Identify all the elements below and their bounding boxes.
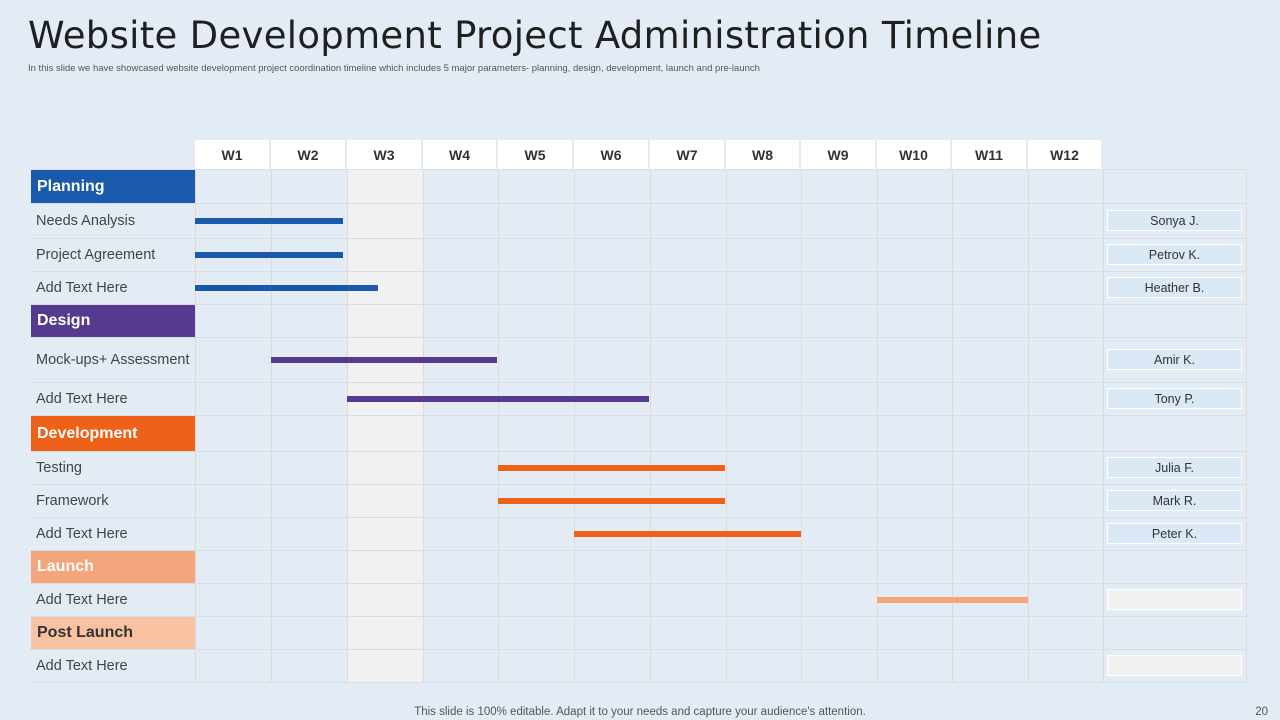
grid-vline bbox=[877, 169, 878, 683]
task-bar[interactable] bbox=[877, 597, 1029, 603]
grid-hline bbox=[31, 616, 1246, 617]
task-label: Needs Analysis bbox=[36, 212, 136, 229]
assignee-box[interactable]: Petrov K. bbox=[1107, 244, 1242, 265]
task-bar[interactable] bbox=[195, 218, 343, 224]
category-planning: Planning bbox=[31, 170, 195, 203]
grid-hline bbox=[31, 304, 1246, 305]
grid-hline bbox=[31, 238, 1246, 239]
week-column-highlight bbox=[347, 169, 423, 683]
task-label: Add Text Here bbox=[36, 591, 128, 608]
task-label: Project Agreement bbox=[36, 246, 156, 263]
week-header-w8: W8 bbox=[726, 140, 799, 169]
assignee-box[interactable] bbox=[1107, 589, 1242, 610]
grid-hline bbox=[31, 583, 1246, 584]
grid-hline bbox=[31, 682, 1246, 683]
task-label: Framework bbox=[36, 492, 109, 509]
task-bar[interactable] bbox=[498, 465, 725, 471]
task-bar[interactable] bbox=[498, 498, 725, 504]
assignee-box[interactable]: Mark R. bbox=[1107, 490, 1242, 511]
task-bar[interactable] bbox=[574, 531, 801, 537]
grid-vline bbox=[498, 169, 499, 683]
grid-vline bbox=[423, 169, 424, 683]
grid-vline bbox=[574, 169, 575, 683]
grid-vline bbox=[347, 169, 348, 683]
task-label: Add Text Here bbox=[36, 525, 128, 542]
task-bar[interactable] bbox=[270, 357, 498, 363]
assignee-box[interactable]: Sonya J. bbox=[1107, 210, 1242, 231]
week-header-w6: W6 bbox=[574, 140, 648, 169]
slide-footer: This slide is 100% editable. Adapt it to… bbox=[414, 706, 866, 718]
grid-hline bbox=[31, 649, 1246, 650]
slide-title: Website Development Project Administrati… bbox=[28, 14, 1042, 57]
task-bar[interactable] bbox=[195, 252, 343, 258]
week-header-w7: W7 bbox=[650, 140, 724, 169]
grid-hline bbox=[31, 203, 1246, 204]
grid-vline bbox=[952, 169, 953, 683]
week-header-w1: W1 bbox=[195, 140, 269, 169]
task-label: Testing bbox=[36, 459, 82, 476]
assignee-box[interactable]: Tony P. bbox=[1107, 388, 1242, 409]
category-design: Design bbox=[31, 305, 195, 337]
grid-vline bbox=[1028, 169, 1029, 683]
grid-hline bbox=[31, 382, 1246, 383]
grid-vline bbox=[1246, 169, 1247, 683]
task-label: Add Text Here bbox=[36, 279, 128, 296]
grid-vline bbox=[726, 169, 727, 683]
assignee-box[interactable]: Amir K. bbox=[1107, 349, 1242, 370]
grid-vline bbox=[801, 169, 802, 683]
grid-hline bbox=[31, 517, 1246, 518]
grid-hline bbox=[31, 550, 1246, 551]
week-header-w2: W2 bbox=[271, 140, 345, 169]
grid-hline bbox=[31, 484, 1246, 485]
category-launch: Launch bbox=[31, 551, 195, 583]
task-bar[interactable] bbox=[346, 396, 650, 402]
grid-hline bbox=[31, 337, 1246, 338]
assignee-box[interactable]: Peter K. bbox=[1107, 523, 1242, 544]
week-header-w11: W11 bbox=[952, 140, 1026, 169]
grid-hline bbox=[31, 415, 1246, 416]
grid-vline bbox=[650, 169, 651, 683]
assignee-box[interactable]: Julia F. bbox=[1107, 457, 1242, 478]
task-bar[interactable] bbox=[195, 285, 379, 291]
grid-vline bbox=[271, 169, 272, 683]
week-header-w10: W10 bbox=[877, 140, 950, 169]
slide-subtitle: In this slide we have showcased website … bbox=[28, 63, 760, 74]
week-header-w4: W4 bbox=[423, 140, 496, 169]
grid-vline bbox=[195, 169, 196, 683]
task-label: Add Text Here bbox=[36, 657, 128, 674]
week-header-w3: W3 bbox=[347, 140, 421, 169]
category-development: Development bbox=[31, 416, 195, 451]
grid-hline bbox=[31, 271, 1246, 272]
grid-vline bbox=[1103, 169, 1104, 683]
week-header-w12: W12 bbox=[1028, 140, 1101, 169]
category-post-launch: Post Launch bbox=[31, 617, 195, 649]
task-label: Add Text Here bbox=[36, 390, 128, 407]
grid-hline bbox=[31, 451, 1246, 452]
week-header-w9: W9 bbox=[801, 140, 875, 169]
week-header-w5: W5 bbox=[498, 140, 572, 169]
task-label: Mock-ups+ Assessment bbox=[36, 351, 190, 368]
assignee-box[interactable]: Heather B. bbox=[1107, 277, 1242, 298]
grid-hline bbox=[31, 169, 1246, 170]
assignee-box[interactable] bbox=[1107, 655, 1242, 676]
page-number: 20 bbox=[1255, 706, 1268, 718]
